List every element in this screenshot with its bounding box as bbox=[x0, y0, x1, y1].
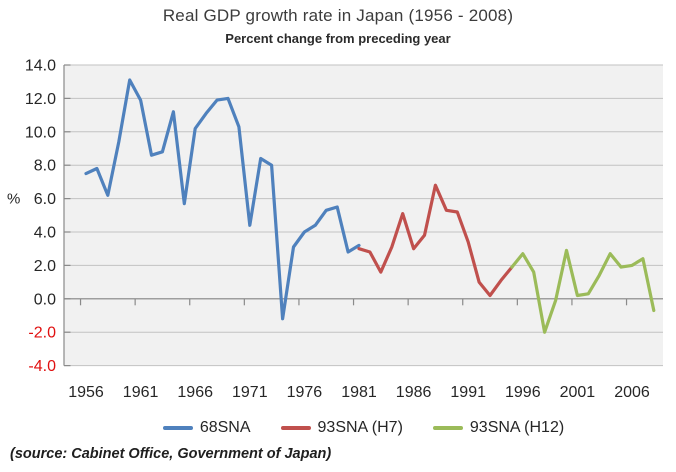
legend-label-93sna-h12: 93SNA (H12) bbox=[469, 419, 565, 436]
chart-subtitle: Percent change from preceding year bbox=[225, 31, 451, 46]
legend-swatch-93sna-h12 bbox=[432, 426, 463, 430]
x-axis-tick-label: 2001 bbox=[560, 384, 596, 401]
legend-label-93sna-h7: 93SNA (H7) bbox=[317, 419, 403, 436]
x-axis-tick-label: 1991 bbox=[450, 384, 486, 401]
y-axis-tick-label: 2.0 bbox=[34, 258, 56, 275]
series-line-93sna-h7 bbox=[357, 183, 514, 298]
y-axis-tick-label: 6.0 bbox=[34, 191, 56, 208]
x-axis-tick-label: 1981 bbox=[341, 384, 377, 401]
y-axis-tick-label: -2.0 bbox=[28, 325, 56, 342]
x-axis-tick-label: 2006 bbox=[614, 384, 650, 401]
y-axis-tick-label: 12.0 bbox=[25, 91, 56, 108]
y-axis-unit-label: % bbox=[7, 191, 20, 208]
source-note: (source: Cabinet Office, Government of J… bbox=[10, 446, 332, 462]
x-axis-tick-label: 1996 bbox=[505, 384, 541, 401]
x-axis-tick-label: 1971 bbox=[232, 384, 268, 401]
legend: 68SNA 93SNA (H7) 93SNA (H12) bbox=[64, 419, 663, 437]
x-axis-tick-label: 1976 bbox=[287, 384, 323, 401]
legend-label-68sna: 68SNA bbox=[199, 419, 251, 436]
x-axis-tick-label: 1966 bbox=[177, 384, 213, 401]
plot-background bbox=[64, 65, 663, 366]
y-axis-tick-label: 0.0 bbox=[34, 291, 56, 308]
legend-swatch-93sna-h7 bbox=[280, 426, 311, 430]
series-line-68sna bbox=[84, 78, 361, 321]
x-axis-tick-label: 1956 bbox=[68, 384, 104, 401]
chart-title: Real GDP growth rate in Japan (1956 - 20… bbox=[162, 6, 514, 25]
y-axis-tick-label: 8.0 bbox=[34, 158, 56, 175]
x-axis-tick-label: 1961 bbox=[123, 384, 159, 401]
x-axis-tick-label: 1986 bbox=[396, 384, 432, 401]
legend-item-68sna: 68SNA bbox=[162, 419, 251, 437]
y-axis-tick-label: 10.0 bbox=[25, 124, 56, 141]
series-line-93sna-h12 bbox=[510, 248, 656, 334]
y-axis-tick-label: 4.0 bbox=[34, 225, 56, 242]
legend-item-93sna-h12: 93SNA (H12) bbox=[432, 419, 565, 437]
y-axis-tick-label: -4.0 bbox=[28, 358, 56, 375]
legend-item-93sna-h7: 93SNA (H7) bbox=[280, 419, 403, 437]
legend-swatch-68sna bbox=[162, 426, 193, 430]
y-axis-tick-label: 14.0 bbox=[25, 58, 56, 75]
